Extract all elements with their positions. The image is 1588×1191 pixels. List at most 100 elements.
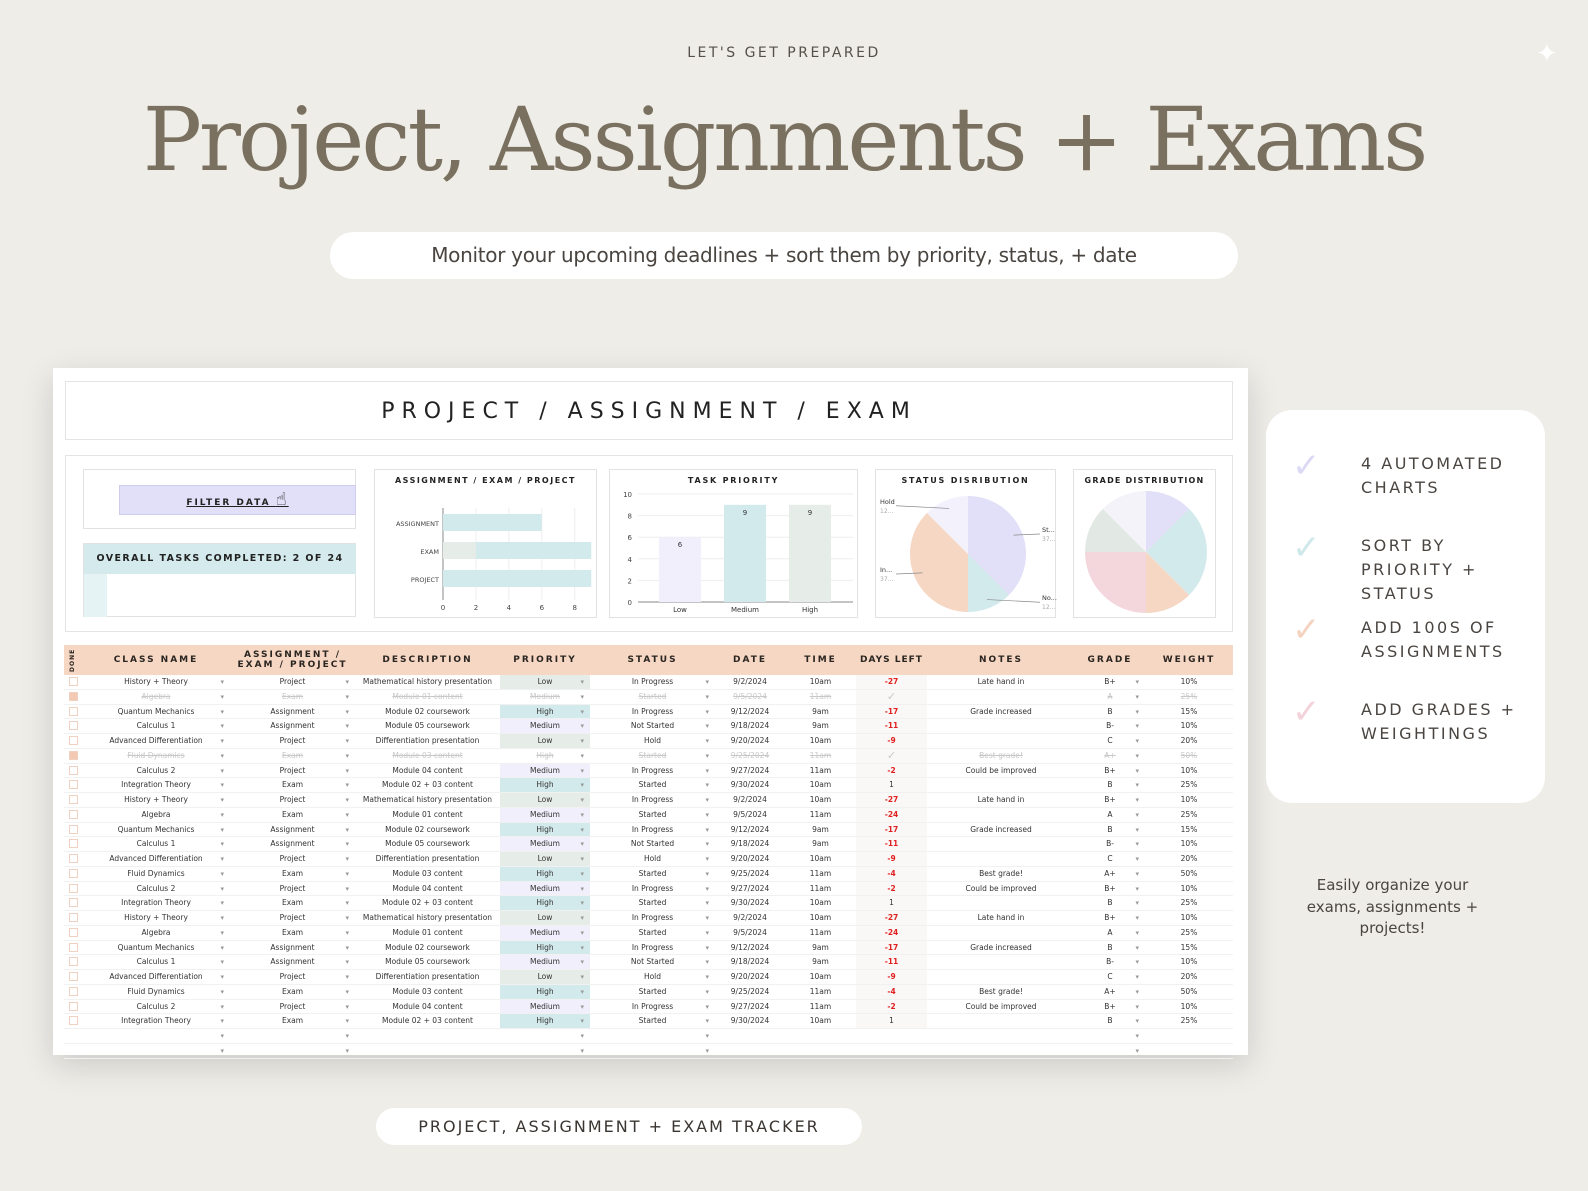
status-cell[interactable]: In Progress: [590, 705, 715, 719]
checkbox-icon[interactable]: [68, 677, 78, 686]
grade-cell[interactable]: A+: [1075, 749, 1145, 763]
priority-cell[interactable]: High: [500, 896, 590, 910]
status-cell[interactable]: Started: [590, 1014, 715, 1028]
empty-cell[interactable]: [500, 1029, 590, 1043]
grade-cell[interactable]: B-: [1075, 837, 1145, 851]
done-checkbox[interactable]: [64, 852, 82, 866]
grade-cell[interactable]: C: [1075, 734, 1145, 748]
priority-cell[interactable]: Medium: [500, 999, 590, 1014]
done-checkbox[interactable]: [64, 823, 82, 837]
priority-cell[interactable]: Medium: [500, 719, 590, 733]
type-cell[interactable]: Exam: [230, 896, 355, 910]
checkbox-icon[interactable]: [68, 824, 78, 834]
done-checkbox[interactable]: [64, 808, 82, 822]
done-checkbox[interactable]: [64, 1014, 82, 1028]
cls-cell[interactable]: Fluid Dynamics: [82, 867, 230, 881]
status-cell[interactable]: Started: [590, 867, 715, 881]
status-cell[interactable]: Started: [590, 926, 715, 940]
grade-cell[interactable]: B: [1075, 778, 1145, 792]
column-header[interactable]: DAYS LEFT: [860, 655, 923, 665]
priority-cell[interactable]: Medium: [500, 837, 590, 851]
status-cell[interactable]: In Progress: [590, 941, 715, 955]
grade-cell[interactable]: B+: [1075, 764, 1145, 778]
type-cell[interactable]: Assignment: [230, 955, 355, 969]
done-checkbox[interactable]: [64, 941, 82, 955]
column-header[interactable]: DONE: [69, 648, 76, 672]
column-header[interactable]: STATUS: [627, 655, 678, 665]
empty-cell[interactable]: [355, 1044, 500, 1058]
grade-cell[interactable]: B-: [1075, 955, 1145, 969]
priority-cell[interactable]: Low: [500, 852, 590, 866]
grade-cell[interactable]: B+: [1075, 882, 1145, 896]
empty-cell[interactable]: [1075, 1029, 1145, 1043]
status-cell[interactable]: In Progress: [590, 793, 715, 807]
priority-cell[interactable]: High: [500, 778, 590, 792]
status-cell[interactable]: Started: [590, 896, 715, 910]
grade-cell[interactable]: A+: [1075, 867, 1145, 881]
column-header[interactable]: DESCRIPTION: [382, 655, 473, 665]
priority-cell[interactable]: High: [500, 866, 590, 881]
checkbox-icon[interactable]: [68, 765, 78, 775]
cls-cell[interactable]: Integration Theory: [82, 1014, 230, 1028]
done-checkbox[interactable]: [64, 690, 82, 704]
checkbox-icon[interactable]: [68, 809, 78, 819]
done-checkbox[interactable]: [64, 882, 82, 896]
grade-cell[interactable]: B+: [1075, 1000, 1145, 1014]
checkbox-icon[interactable]: [68, 942, 78, 952]
done-checkbox[interactable]: [64, 719, 82, 733]
type-cell[interactable]: Assignment: [230, 719, 355, 733]
type-cell[interactable]: Project: [230, 852, 355, 866]
checkbox-icon[interactable]: [68, 986, 78, 996]
done-checkbox[interactable]: [64, 778, 82, 792]
priority-cell[interactable]: High: [500, 704, 590, 719]
checkbox-icon[interactable]: [68, 795, 78, 804]
done-checkbox[interactable]: [64, 793, 82, 807]
priority-cell[interactable]: Medium: [500, 807, 590, 822]
grade-cell[interactable]: B: [1075, 823, 1145, 837]
done-checkbox[interactable]: [64, 749, 82, 763]
status-cell[interactable]: Not Started: [590, 955, 715, 969]
type-cell[interactable]: Project: [230, 970, 355, 984]
priority-cell[interactable]: Medium: [500, 955, 590, 969]
checkbox-icon[interactable]: [68, 913, 78, 922]
cls-cell[interactable]: Calculus 1: [82, 837, 230, 851]
status-cell[interactable]: In Progress: [590, 823, 715, 837]
cls-cell[interactable]: Fluid Dynamics: [82, 749, 230, 763]
status-cell[interactable]: Not Started: [590, 719, 715, 733]
priority-cell[interactable]: Medium: [500, 925, 590, 940]
status-cell[interactable]: Hold: [590, 734, 715, 748]
type-cell[interactable]: Exam: [230, 690, 355, 704]
column-header[interactable]: PRIORITY: [513, 655, 577, 665]
grade-cell[interactable]: A: [1075, 926, 1145, 940]
status-cell[interactable]: Started: [590, 985, 715, 999]
status-cell[interactable]: Not Started: [590, 837, 715, 851]
grade-cell[interactable]: B-: [1075, 719, 1145, 733]
empty-cell[interactable]: [856, 1044, 927, 1058]
cls-cell[interactable]: Algebra: [82, 808, 230, 822]
checkbox-icon[interactable]: [68, 854, 78, 863]
empty-cell[interactable]: [927, 1029, 1075, 1043]
done-checkbox[interactable]: [64, 970, 82, 984]
done-checkbox[interactable]: [64, 896, 82, 910]
status-cell[interactable]: Started: [590, 749, 715, 763]
empty-cell[interactable]: [82, 1044, 230, 1058]
priority-cell[interactable]: Medium: [500, 881, 590, 896]
empty-cell[interactable]: [64, 1029, 82, 1043]
type-cell[interactable]: Assignment: [230, 941, 355, 955]
cls-cell[interactable]: History + Theory: [82, 793, 230, 807]
type-cell[interactable]: Exam: [230, 778, 355, 792]
type-cell[interactable]: Exam: [230, 749, 355, 763]
priority-cell[interactable]: High: [500, 1014, 590, 1028]
priority-cell[interactable]: Low: [500, 911, 590, 925]
grade-cell[interactable]: C: [1075, 852, 1145, 866]
done-checkbox[interactable]: [64, 955, 82, 969]
priority-cell[interactable]: High: [500, 749, 590, 763]
checkbox-icon[interactable]: [68, 750, 78, 760]
type-cell[interactable]: Assignment: [230, 837, 355, 851]
column-header[interactable]: NOTES: [979, 655, 1023, 665]
cls-cell[interactable]: Advanced Differentiation: [82, 970, 230, 984]
empty-cell[interactable]: [230, 1044, 355, 1058]
column-header[interactable]: WEIGHT: [1162, 655, 1216, 665]
status-cell[interactable]: Started: [590, 808, 715, 822]
empty-cell[interactable]: [590, 1029, 715, 1043]
